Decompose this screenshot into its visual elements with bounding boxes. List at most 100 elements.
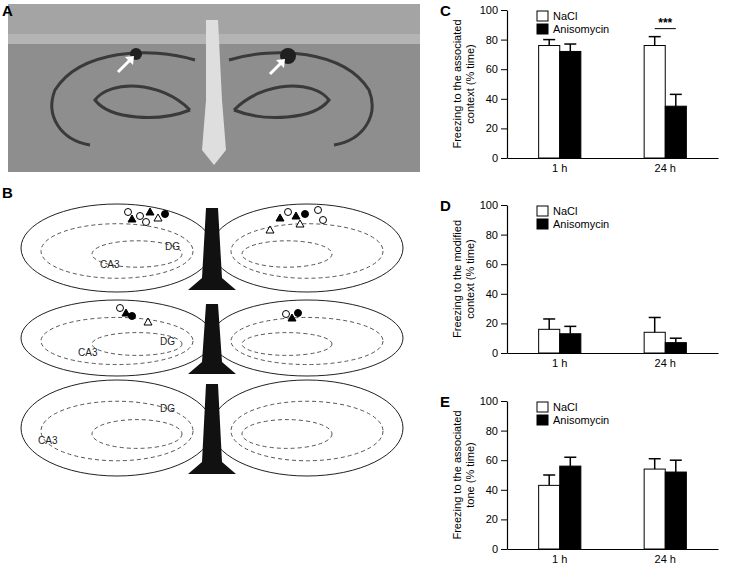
y-axis-title: Freezing to the associatedcontext (% tim…: [451, 19, 476, 148]
dentate-layer: [95, 86, 190, 117]
hippocampus-layer: [52, 53, 195, 145]
legend: NaClAnisomycin: [537, 205, 609, 230]
placement-marker: [292, 212, 300, 219]
panel-label: D: [440, 197, 451, 214]
placement-marker: [276, 214, 284, 221]
bar: [644, 46, 665, 158]
y-axis-title-line: context (% time): [464, 44, 476, 123]
error-cap: [543, 318, 555, 320]
bar: [665, 106, 686, 158]
tick: 20: [486, 122, 507, 134]
legend-swatch: [537, 24, 548, 34]
error-stem: [548, 475, 550, 485]
bar: [560, 51, 581, 158]
placement-marker: [296, 220, 304, 227]
error-cap: [670, 459, 682, 461]
panel-label: A: [2, 2, 13, 19]
tick: 60: [486, 258, 507, 270]
bar: [560, 466, 581, 549]
placement-marker: [283, 311, 290, 318]
tick: 24 h: [655, 549, 676, 565]
tick-mark: [501, 431, 507, 432]
dentate-field: [242, 241, 332, 267]
tick-mark: [501, 460, 507, 461]
bar: [539, 46, 560, 158]
tick-label: 1 h: [552, 553, 567, 565]
error-bar: [564, 44, 576, 51]
legend-label: Anisomycin: [553, 414, 609, 426]
error-cap: [649, 317, 661, 319]
chart: 0204060801001 h24 hFreezing to the assoc…: [440, 2, 719, 174]
ca-field: [41, 317, 193, 364]
ca-field: [231, 224, 383, 279]
placement-marker: [137, 213, 144, 220]
ventricle: [188, 304, 236, 374]
error-cap: [670, 337, 682, 339]
ca-field: [231, 401, 383, 461]
panel-b: CA3DGCA3DGDGCA3: [21, 204, 403, 476]
legend-entry: Anisomycin: [537, 414, 609, 426]
tick-mark: [501, 158, 507, 159]
tick: 60: [486, 63, 507, 75]
legend-entry: Anisomycin: [537, 23, 609, 35]
region-label: CA3: [100, 259, 120, 270]
tick-mark: [501, 490, 507, 491]
tick-label: 100: [480, 4, 498, 16]
placement-marker: [143, 219, 150, 226]
photo-background: [8, 4, 420, 172]
error-stem: [548, 40, 550, 46]
region-label: DG: [160, 336, 175, 347]
axis-line: [508, 549, 719, 550]
error-bar: [670, 338, 682, 342]
tick-label: 24 h: [655, 553, 676, 565]
error-cap: [670, 94, 682, 96]
axis-line: [508, 158, 719, 159]
placement-marker: [315, 207, 322, 214]
y-axis: 020406080100: [480, 4, 508, 164]
error-cap: [649, 458, 661, 460]
region-label: CA3: [78, 347, 98, 358]
plot-area: [539, 457, 687, 549]
tick-label: 100: [480, 395, 498, 407]
tick-label: 40: [486, 288, 498, 300]
tick-mark: [501, 401, 507, 402]
tick-mark: [501, 40, 507, 41]
tick: 40: [486, 93, 507, 105]
error-cap: [564, 326, 576, 328]
axis-line: [507, 402, 508, 550]
figure: ACA3DGCA3DGDGCA3B0204060801001 h24 hFree…: [0, 0, 733, 577]
axis-line: [508, 353, 719, 354]
ca-field: [231, 317, 383, 364]
error-bar: [649, 37, 661, 46]
tick-mark: [501, 264, 507, 265]
tick: 20: [486, 317, 507, 329]
legend-swatch: [537, 402, 548, 412]
legend-entry: NaCl: [537, 10, 577, 22]
error-stem: [654, 317, 656, 332]
tick: 80: [486, 425, 507, 437]
tick-label: 60: [486, 454, 498, 466]
tick: 80: [486, 34, 507, 46]
tick: 1 h: [552, 353, 567, 369]
ca-field: [41, 401, 193, 461]
error-bar: [543, 475, 555, 485]
tick-label: 60: [486, 258, 498, 270]
y-axis: 020406080100: [480, 199, 508, 359]
ventricle: [188, 384, 236, 474]
tick-label: 80: [486, 425, 498, 437]
panel-label: C: [440, 2, 451, 19]
tick: 1 h: [552, 549, 567, 565]
tick: 40: [486, 288, 507, 300]
tick: 100: [480, 4, 507, 16]
bar: [665, 343, 686, 353]
tick-label: 60: [486, 63, 498, 75]
y-axis-title-line: context (% time): [464, 239, 476, 318]
bar: [560, 334, 581, 353]
error-stem: [675, 460, 677, 472]
tick-label: 1 h: [552, 162, 567, 174]
tick: 80: [486, 229, 507, 241]
legend-entry: NaCl: [537, 205, 577, 217]
bar: [644, 332, 665, 353]
panel-label: B: [2, 184, 13, 201]
placement-marker: [129, 313, 136, 320]
